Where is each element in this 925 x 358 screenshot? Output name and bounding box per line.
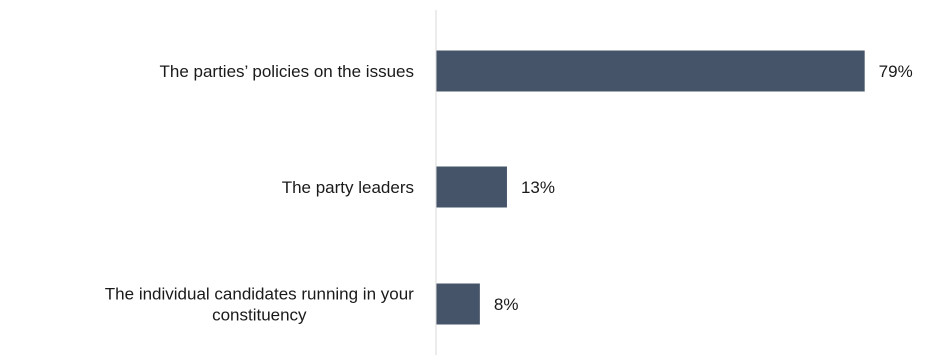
category-label-line: constituency <box>212 306 307 325</box>
bar-1 <box>436 50 865 92</box>
category-label-line: The party leaders <box>282 178 414 197</box>
category-label-line: The parties’ policies on the issues <box>159 62 414 81</box>
category-label-line: The individual candidates running in you… <box>105 285 414 304</box>
category-label-2: The party leaders <box>282 178 414 197</box>
bars-group: 79% The parties’ policies on the issues 13… <box>105 50 913 325</box>
bar-3 <box>436 283 480 325</box>
category-label-1: The parties’ policies on the issues <box>159 62 414 81</box>
value-label-2: 13% <box>521 178 555 197</box>
category-label-3: The individual candidates running in you… <box>105 285 414 325</box>
value-label-1: 79% <box>879 62 913 81</box>
bar-2 <box>436 166 507 208</box>
value-label-3: 8% <box>494 295 519 314</box>
